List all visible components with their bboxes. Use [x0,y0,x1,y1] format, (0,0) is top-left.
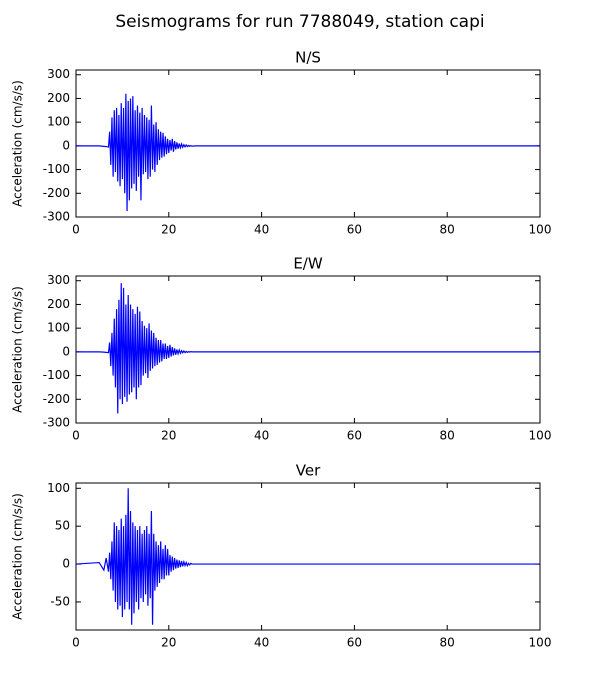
y-axis-label: Acceleration (cm/s/s) [11,493,25,620]
y-axis-label: Acceleration (cm/s/s) [11,286,25,413]
y-tick-label: 0 [62,344,70,358]
y-tick-label: 100 [47,481,70,495]
x-tick-label: 20 [161,223,176,237]
x-tick-label: 100 [529,223,552,237]
x-tick-label: 40 [254,429,269,443]
panel-title: E/W [293,255,323,273]
axes-frame [75,69,541,218]
seismogram-line [76,488,540,625]
x-tick-label: 20 [161,636,176,650]
y-tick-label: 200 [47,297,70,311]
x-tick-label: 100 [529,636,552,650]
panel-title: Ver [296,462,321,480]
seismogram-line [76,283,540,414]
x-tick-label: 100 [529,429,552,443]
y-tick-label: 0 [62,557,70,571]
y-tick-label: 300 [47,67,70,81]
panel-title: N/S [295,49,321,67]
y-tick-label: -300 [43,416,70,430]
x-tick-label: 80 [440,636,455,650]
y-tick-label: 100 [47,115,70,129]
y-tick-label: -200 [43,392,70,406]
x-tick-label: 0 [72,636,80,650]
y-axis-label: Acceleration (cm/s/s) [11,80,25,207]
x-tick-label: 40 [254,223,269,237]
seismogram-line [76,93,540,212]
y-tick-label: -200 [43,186,70,200]
x-tick-label: 60 [347,429,362,443]
y-tick-label: 100 [47,321,70,335]
y-tick-label: 200 [47,91,70,105]
x-tick-label: 20 [161,429,176,443]
y-tick-label: 50 [55,519,70,533]
x-tick-label: 60 [347,636,362,650]
x-tick-label: 80 [440,223,455,237]
figure-title: Seismograms for run 7788049, station cap… [115,12,484,32]
x-tick-label: 0 [72,223,80,237]
y-tick-label: 0 [62,138,70,152]
x-tick-label: 40 [254,636,269,650]
y-tick-label: -100 [43,368,70,382]
axes-frame [75,275,541,424]
axes-frame [75,482,541,631]
x-tick-label: 0 [72,429,80,443]
x-tick-label: 80 [440,429,455,443]
y-tick-label: -300 [43,210,70,224]
y-tick-label: 300 [47,273,70,287]
y-tick-label: -50 [50,594,70,608]
y-tick-label: -100 [43,162,70,176]
x-tick-label: 60 [347,223,362,237]
